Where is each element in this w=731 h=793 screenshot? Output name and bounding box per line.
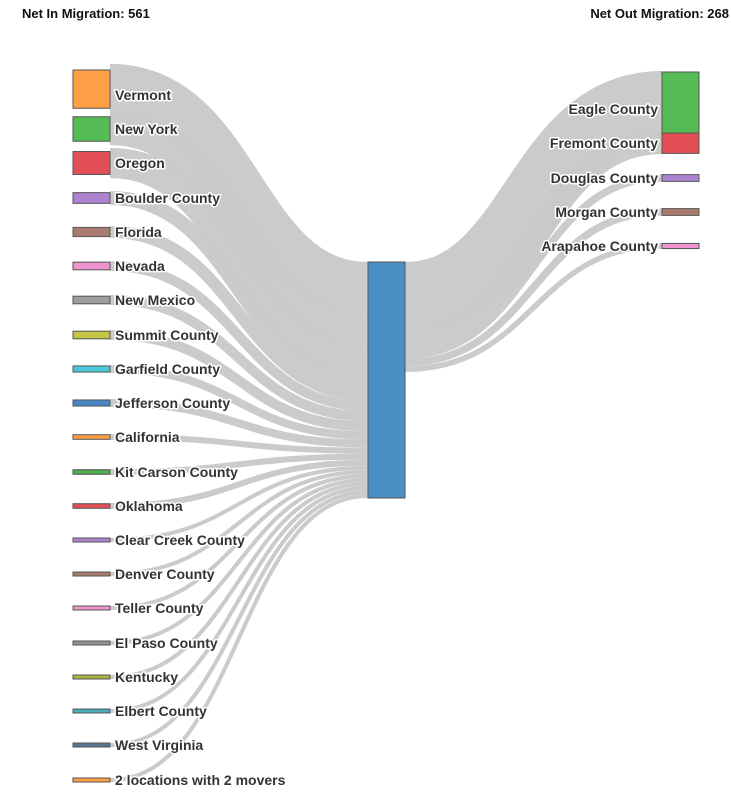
label-elbert-county: Elbert County (115, 703, 207, 719)
link-west-virginia (109, 489, 369, 748)
link-new-york (109, 112, 369, 345)
node-denver-county[interactable] (72, 571, 111, 577)
link-oklahoma (109, 459, 369, 510)
link-douglas-county (404, 174, 663, 359)
node-teller-county[interactable] (72, 605, 111, 611)
link-el-paso-county (109, 477, 369, 646)
label-boulder-county: Boulder County (115, 190, 220, 206)
label-garfield-county: Garfield County (115, 361, 220, 377)
link-denver-county (109, 469, 369, 577)
node-boulder-county[interactable] (72, 192, 111, 204)
node-oklahoma[interactable] (72, 503, 111, 509)
link-arapahoe-county (404, 243, 663, 372)
label-teller-county: Teller County (115, 600, 204, 616)
node-vermont[interactable] (72, 69, 111, 109)
node-summit-county[interactable] (72, 330, 111, 340)
nodes-layer (72, 69, 700, 783)
node-new-york[interactable] (72, 116, 111, 142)
label-california: California (115, 429, 180, 445)
node-el-paso-county[interactable] (72, 640, 111, 646)
link-eagle-county (403, 71, 664, 330)
link-kentucky (109, 481, 369, 680)
node-oregon[interactable] (72, 151, 111, 175)
node-douglas-county[interactable] (661, 174, 700, 182)
link-morgan-county (404, 208, 663, 367)
label-summit-county: Summit County (115, 327, 219, 343)
label-2-locations-with-2-movers: 2 locations with 2 movers (115, 772, 286, 788)
node-new-mexico[interactable] (72, 295, 111, 305)
link-kit-carson-county (109, 453, 369, 476)
node-jefferson-county[interactable] (72, 399, 111, 407)
label-morgan-county: Morgan County (555, 204, 658, 220)
link-elbert-county (109, 485, 369, 714)
label-kentucky: Kentucky (115, 669, 178, 685)
node-elbert-county[interactable] (72, 708, 111, 714)
links-layer (108, 63, 664, 783)
label-jefferson-county: Jefferson County (115, 395, 230, 411)
label-vermont: Vermont (115, 87, 171, 103)
node-kit-carson-county[interactable] (72, 469, 111, 475)
node-morgan-county[interactable] (661, 208, 700, 216)
link-summit-county (109, 329, 369, 432)
link-california (109, 433, 369, 454)
label-florida: Florida (115, 224, 162, 240)
net-out-migration-title: Net Out Migration: 268 (590, 6, 729, 21)
node-kentucky[interactable] (72, 674, 111, 680)
node-eagle-county[interactable] (661, 71, 700, 134)
center-node[interactable] (367, 261, 406, 499)
link-new-mexico (109, 294, 369, 422)
label-eagle-county: Eagle County (569, 101, 659, 117)
node-2-locations-with-2-movers[interactable] (72, 777, 111, 783)
label-el-paso-county: El Paso County (115, 635, 218, 651)
link-2-locations-with-2-movers (109, 493, 369, 783)
link-garfield-county (109, 364, 369, 440)
link-florida (109, 225, 369, 402)
label-denver-county: Denver County (115, 566, 215, 582)
node-california[interactable] (72, 434, 111, 440)
node-nevada[interactable] (72, 261, 111, 271)
label-new-mexico: New Mexico (115, 292, 195, 308)
label-new-york: New York (115, 121, 178, 137)
label-west-virginia: West Virginia (115, 737, 203, 753)
link-jefferson-county (109, 398, 369, 448)
label-douglas-county: Douglas County (551, 170, 659, 186)
node-fremont-county[interactable] (661, 132, 700, 154)
link-boulder-county (109, 190, 369, 390)
node-garfield-county[interactable] (72, 365, 111, 373)
link-teller-county (109, 473, 369, 611)
net-in-migration-title: Net In Migration: 561 (22, 6, 150, 21)
label-nevada: Nevada (115, 258, 165, 274)
label-fremont-county: Fremont County (550, 135, 658, 151)
label-oklahoma: Oklahoma (115, 498, 183, 514)
label-arapahoe-county: Arapahoe County (541, 238, 658, 254)
node-clear-creek-county[interactable] (72, 537, 111, 543)
link-vermont (108, 63, 370, 313)
label-clear-creek-county: Clear Creek County (115, 532, 245, 548)
labels-layer: Vermont New York Oregon Boulder County Flori… (114, 86, 660, 790)
label-oregon: Oregon (115, 155, 165, 171)
link-clear-creek-county (109, 465, 369, 543)
node-west-virginia[interactable] (72, 742, 111, 748)
link-oregon (109, 147, 369, 375)
node-arapahoe-county[interactable] (661, 242, 700, 250)
label-kit-carson-county: Kit Carson County (115, 464, 238, 480)
link-fremont-county (404, 131, 663, 352)
link-nevada (109, 260, 369, 412)
node-florida[interactable] (72, 226, 111, 238)
